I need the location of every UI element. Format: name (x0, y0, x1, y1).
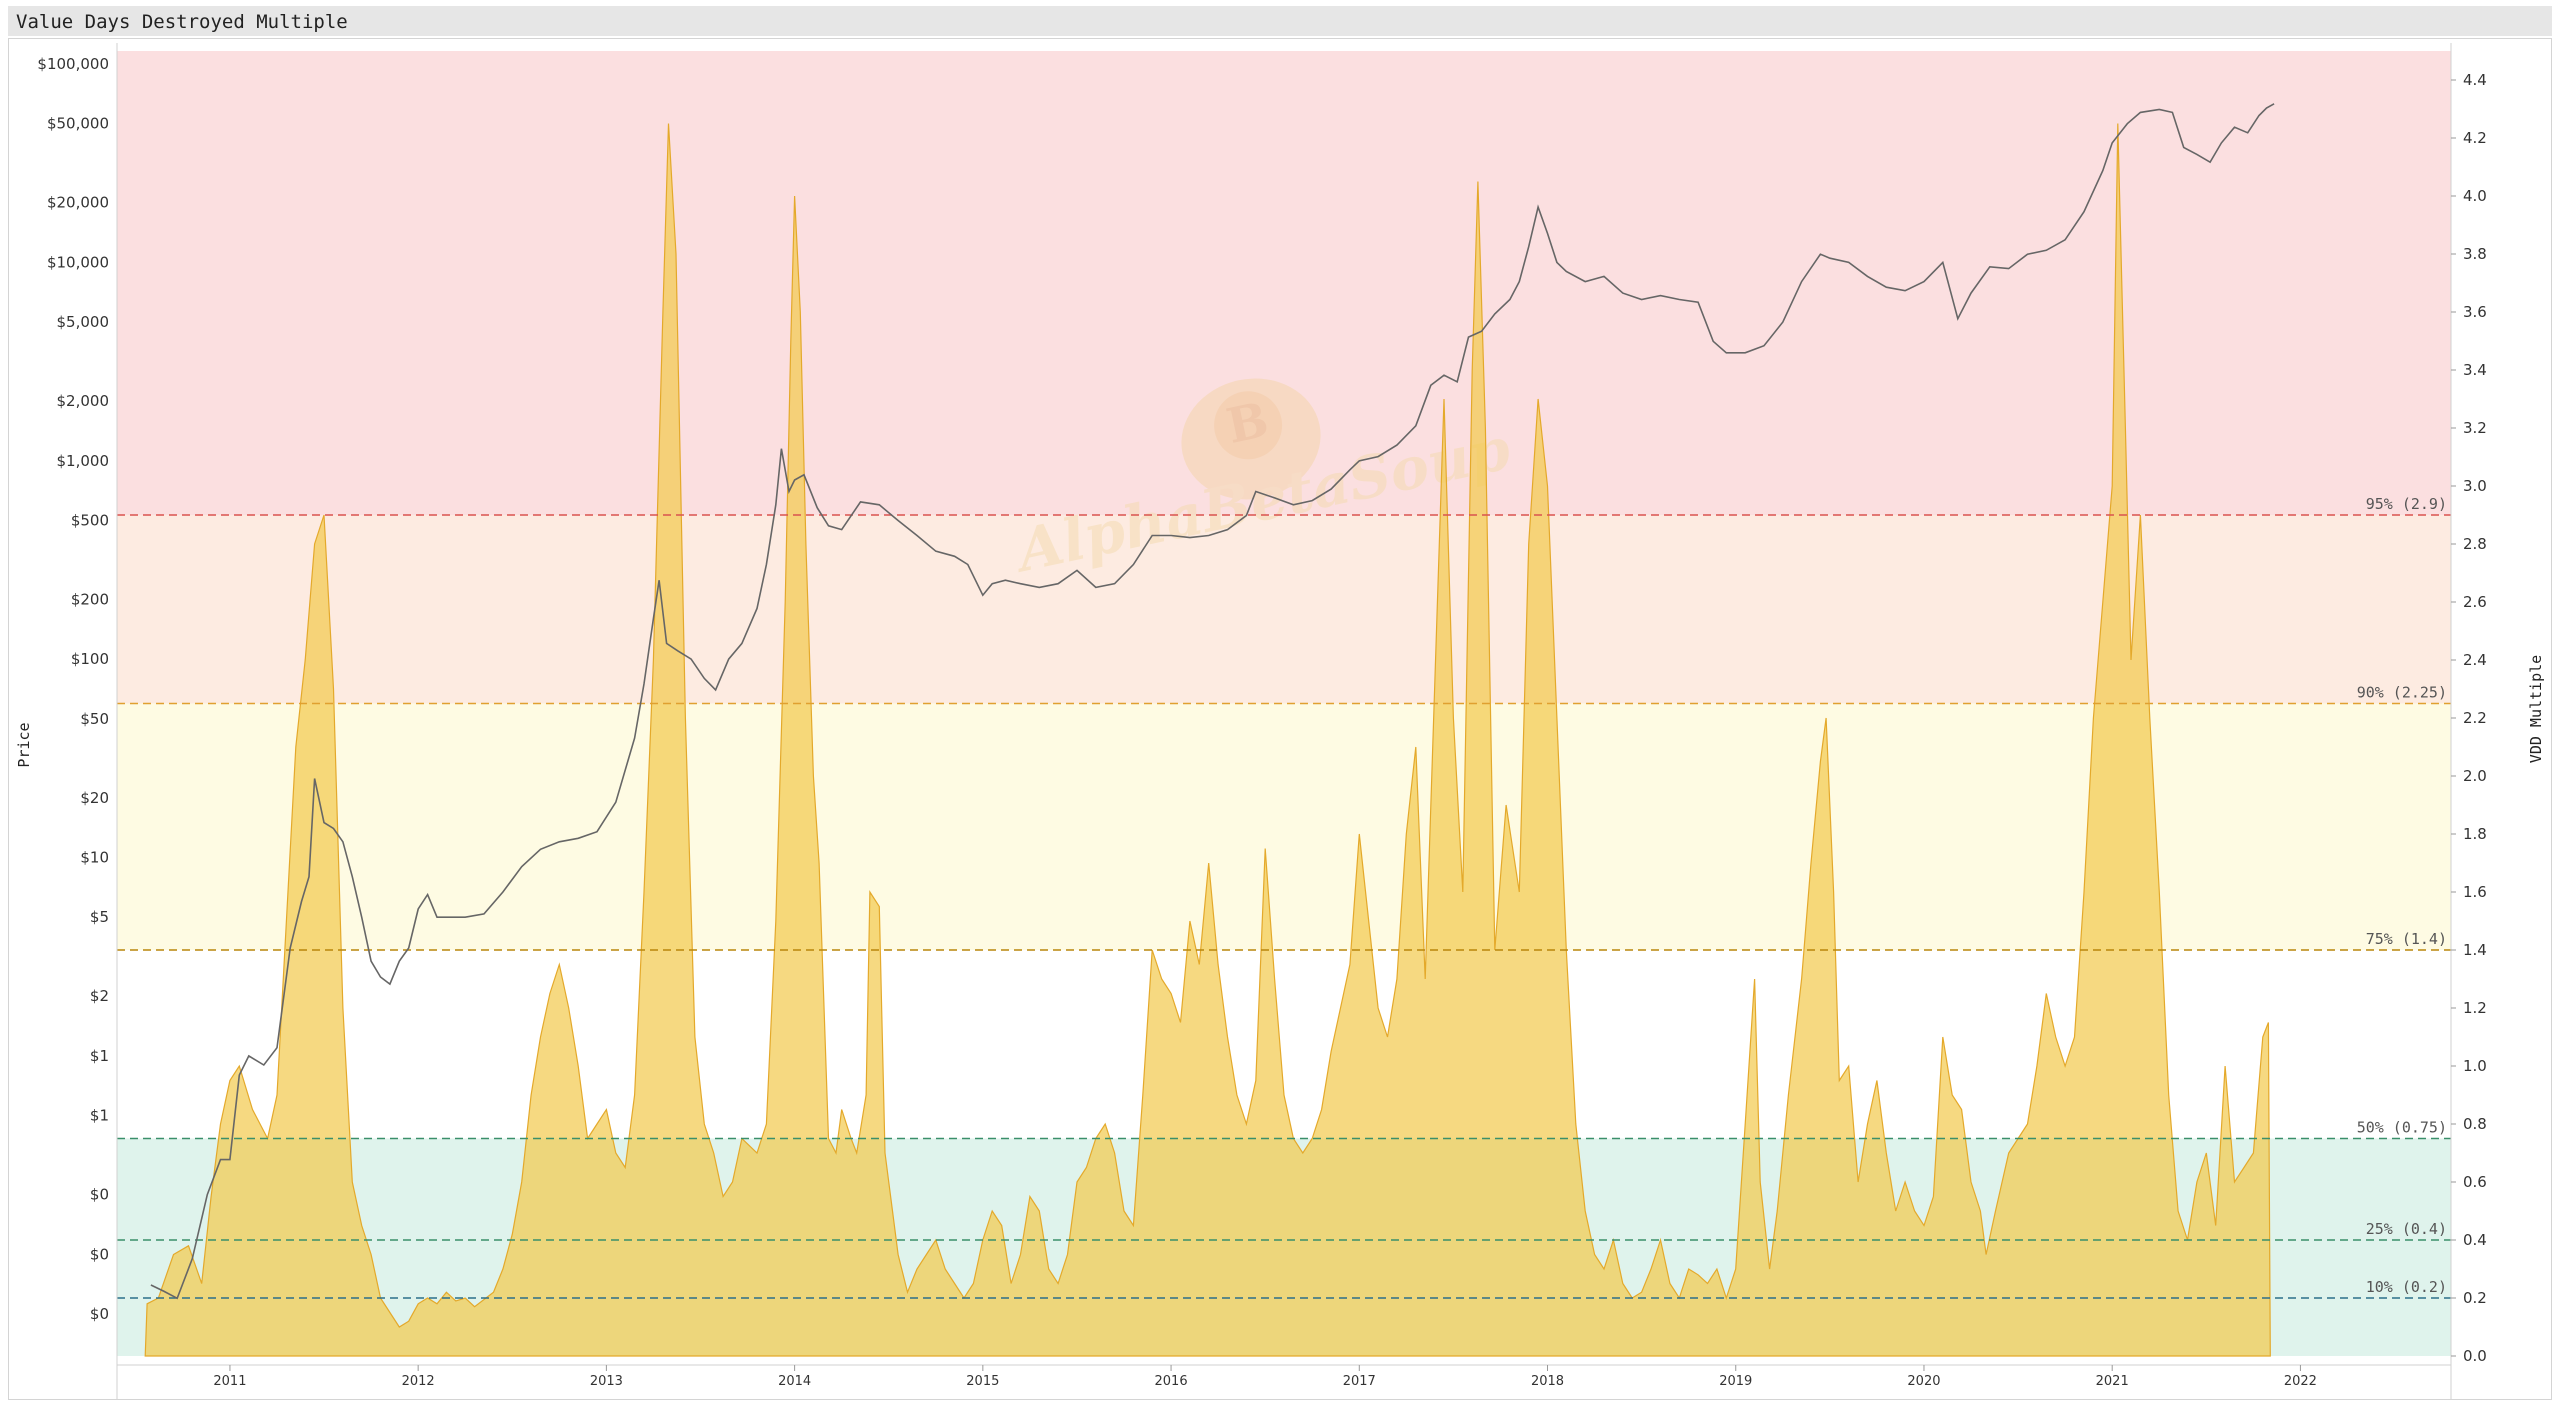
right-tick-label: 0.6 (2463, 1173, 2487, 1191)
vdd-area (144, 123, 2271, 1357)
right-tick-label: 2.2 (2463, 709, 2487, 727)
left-tick-label: $10,000 (47, 253, 109, 271)
left-tick-label: $10 (80, 849, 109, 867)
left-tick-label: $0 (90, 1245, 109, 1263)
left-tick-label: $50,000 (47, 115, 109, 133)
threshold-label: 95% (2.9) (2366, 495, 2447, 513)
x-tick-label: 2022 (2284, 1374, 2317, 1389)
left-tick-label: $0 (90, 1305, 109, 1323)
right-tick-label: 3.6 (2463, 303, 2487, 321)
right-tick-label: 2.4 (2463, 651, 2487, 669)
x-tick-label: 2012 (402, 1374, 435, 1389)
x-tick-label: 2021 (2096, 1374, 2129, 1389)
threshold-label: 50% (0.75) (2357, 1119, 2447, 1137)
x-tick-label: 2015 (966, 1374, 999, 1389)
right-tick-label: 2.8 (2463, 535, 2487, 553)
right-tick-label: 0.0 (2463, 1347, 2487, 1365)
zone-band (117, 703, 2451, 950)
x-tick-label: 2013 (590, 1374, 623, 1389)
vdd-series (144, 123, 2271, 1357)
zone-band (117, 51, 2451, 515)
left-tick-label: $5,000 (57, 313, 110, 331)
left-tick-label: $100 (71, 650, 109, 668)
threshold-label: 90% (2.25) (2357, 684, 2447, 702)
right-tick-label: 4.4 (2463, 71, 2487, 89)
left-axis-title: Price (15, 722, 33, 767)
zone-band (117, 515, 2451, 704)
right-tick-label: 1.4 (2463, 941, 2487, 959)
left-tick-label: $20,000 (47, 194, 109, 212)
title-bar: Value Days Destroyed Multiple (8, 6, 2552, 36)
x-tick-label: 2016 (1155, 1374, 1188, 1389)
x-tick-label: 2019 (1719, 1374, 1752, 1389)
right-tick-label: 1.8 (2463, 825, 2487, 843)
right-tick-label: 0.2 (2463, 1289, 2487, 1307)
right-tick-label: 3.8 (2463, 245, 2487, 263)
x-tick-label: 2020 (1907, 1374, 1940, 1389)
right-tick-label: 2.0 (2463, 767, 2487, 785)
right-tick-label: 0.4 (2463, 1231, 2487, 1249)
right-axis-title: VDD Multiple (2527, 655, 2545, 763)
right-tick-label: 3.2 (2463, 419, 2487, 437)
chart-title: Value Days Destroyed Multiple (16, 11, 348, 33)
threshold-label: 10% (0.2) (2366, 1278, 2447, 1296)
left-tick-label: $1 (90, 1047, 109, 1065)
right-tick-label: 4.2 (2463, 129, 2487, 147)
right-tick-label: 0.8 (2463, 1115, 2487, 1133)
left-tick-label: $5 (90, 908, 109, 926)
right-tick-label: 3.0 (2463, 477, 2487, 495)
right-tick-label: 3.4 (2463, 361, 2487, 379)
left-tick-label: $0 (90, 1186, 109, 1204)
right-tick-label: 4.0 (2463, 187, 2487, 205)
left-tick-label: $1,000 (57, 452, 110, 470)
price-series (150, 103, 2275, 1300)
left-tick-label: $200 (71, 590, 109, 608)
axes: $100,000 $50,000 $20,000 $10,000 $5,000 $2,00… (37, 43, 2487, 1399)
zone-bands (117, 51, 2451, 1356)
x-tick-label: 2018 (1531, 1374, 1564, 1389)
left-tick-label: $20 (80, 789, 109, 807)
left-tick-label: $2,000 (57, 392, 110, 410)
left-tick-label: $1 (90, 1107, 109, 1125)
threshold-label: 25% (0.4) (2366, 1220, 2447, 1238)
price-line (150, 103, 2275, 1300)
right-tick-label: 1.6 (2463, 883, 2487, 901)
watermark-logo-icon (1181, 378, 1321, 500)
chart-frame: B AlphaBetaSoup 95% (2.9) 90% (2.25) 75% (… (8, 38, 2552, 1400)
left-tick-label: $50 (80, 710, 109, 728)
x-tick-label: 2014 (778, 1374, 811, 1389)
right-tick-label: 1.0 (2463, 1057, 2487, 1075)
right-tick-label: 1.2 (2463, 999, 2487, 1017)
threshold-lines: 95% (2.9) 90% (2.25) 75% (1.4) 50% (0.75) 25… (117, 495, 2451, 1299)
x-tick-label: 2017 (1343, 1374, 1376, 1389)
watermark-coin-icon (1214, 391, 1283, 460)
right-tick-label: 2.6 (2463, 593, 2487, 611)
left-tick-label: $500 (71, 511, 109, 529)
threshold-label: 75% (1.4) (2366, 930, 2447, 948)
x-tick-label: 2011 (213, 1374, 246, 1389)
left-tick-label: $100,000 (37, 55, 109, 73)
left-tick-label: $2 (90, 987, 109, 1005)
vdd-chart: B AlphaBetaSoup 95% (2.9)90% (2.25)75% (… (15, 43, 2545, 1399)
